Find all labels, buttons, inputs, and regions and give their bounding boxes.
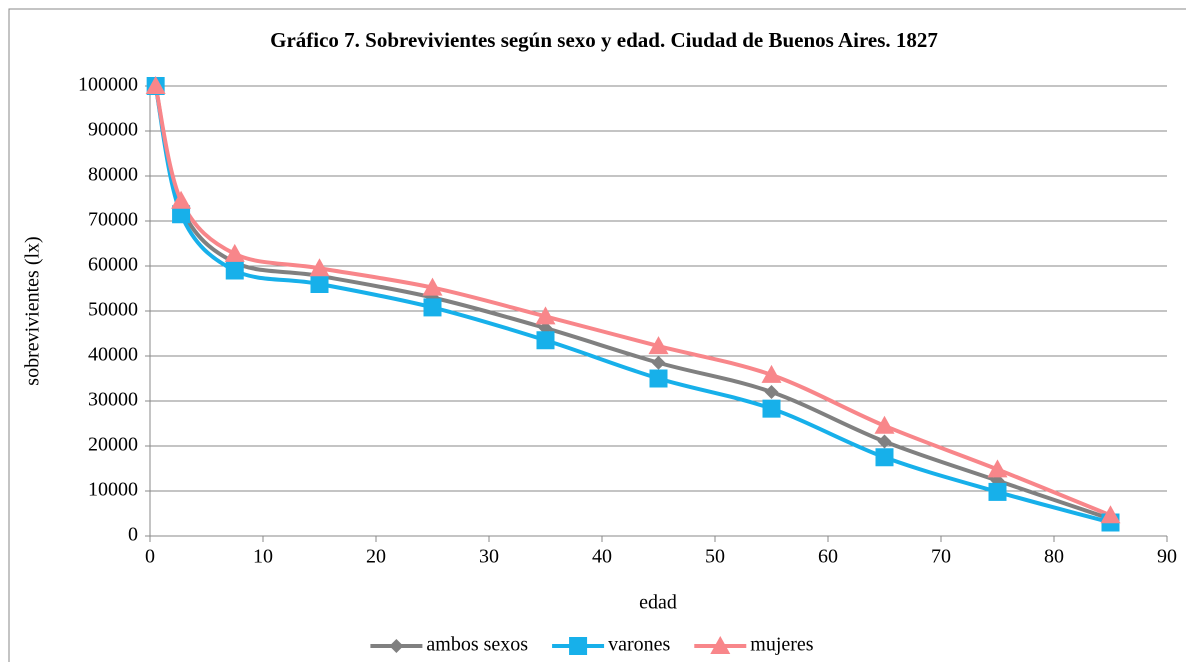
- marker-square: [423, 298, 442, 317]
- x-tick-label: 60: [818, 546, 838, 568]
- marker-triangle: [1100, 505, 1121, 524]
- series-line: [153, 85, 1112, 518]
- x-tick-label: 10: [253, 546, 273, 568]
- x-tick-label: 70: [931, 546, 951, 568]
- marker-triangle: [874, 415, 895, 434]
- marker-square: [310, 275, 329, 293]
- x-axis-label: edad: [639, 592, 677, 614]
- x-tick-label: 90: [1157, 546, 1177, 568]
- legend-marker: [389, 639, 404, 653]
- y-tick-label: 0: [128, 524, 138, 546]
- marker-square: [762, 399, 781, 418]
- chart-title: Gráfico 7. Sobrevivientes según sexo y e…: [270, 28, 938, 52]
- marker-triangle: [761, 364, 782, 383]
- marker-diamond: [651, 355, 666, 370]
- y-tick-label: 100000: [78, 74, 138, 96]
- marker-triangle: [987, 459, 1008, 478]
- marker-triangle: [535, 306, 556, 325]
- y-tick-label: 80000: [88, 164, 138, 186]
- x-tick-label: 50: [705, 546, 725, 568]
- marker-triangle: [145, 76, 166, 94]
- marker-triangle: [422, 277, 443, 296]
- marker-triangle: [648, 336, 669, 355]
- marker-diamond: [877, 434, 892, 449]
- y-tick-label: 20000: [88, 434, 138, 456]
- y-tick-label: 90000: [88, 119, 138, 141]
- y-tick-label: 40000: [88, 344, 138, 366]
- x-tick-label: 0: [145, 546, 155, 568]
- marker-square: [649, 369, 668, 388]
- marker-triangle: [309, 258, 330, 277]
- legend-marker: [710, 636, 731, 654]
- y-axis-label: sobrevivientes (lx): [22, 236, 44, 385]
- x-tick-label: 20: [366, 546, 386, 568]
- marker-square: [875, 448, 894, 467]
- legend-label: mujeres: [750, 634, 814, 656]
- marker-square: [988, 482, 1007, 501]
- legend-label: ambos sexos: [426, 634, 528, 656]
- marker-triangle: [224, 243, 245, 262]
- chart-frame: [8, 8, 1186, 662]
- x-tick-label: 80: [1044, 546, 1064, 568]
- marker-square: [225, 261, 244, 280]
- legend-marker: [569, 637, 588, 655]
- legend-label: varones: [608, 634, 670, 656]
- marker-triangle: [171, 190, 192, 209]
- marker-diamond: [764, 385, 779, 399]
- y-tick-label: 70000: [88, 209, 138, 231]
- y-tick-label: 30000: [88, 389, 138, 411]
- y-tick-label: 10000: [88, 479, 138, 501]
- y-tick-label: 50000: [88, 299, 138, 321]
- marker-square: [172, 205, 191, 224]
- y-tick-label: 60000: [88, 254, 138, 276]
- x-tick-label: 30: [479, 546, 499, 568]
- x-tick-label: 40: [592, 546, 612, 568]
- marker-square: [536, 331, 555, 350]
